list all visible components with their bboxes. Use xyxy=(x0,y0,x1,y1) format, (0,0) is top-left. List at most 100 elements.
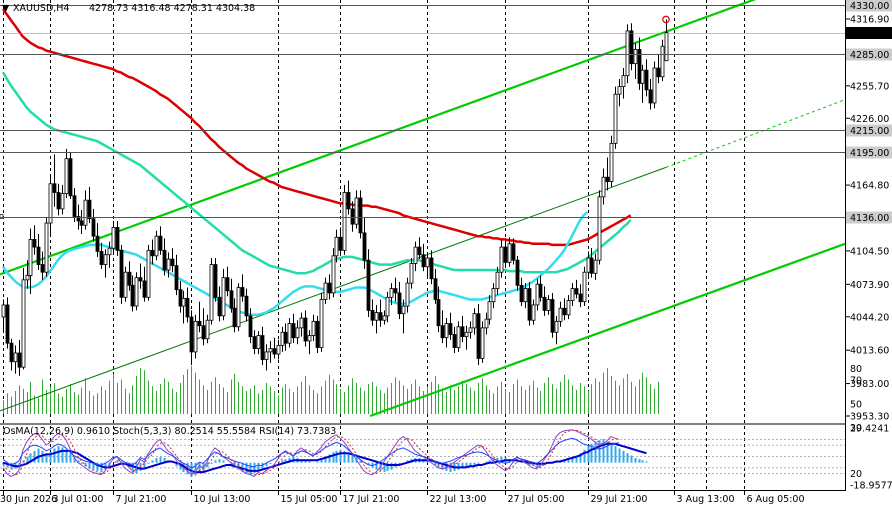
candle-body xyxy=(593,259,598,274)
candle-body xyxy=(115,227,120,251)
candle xyxy=(593,253,598,280)
candle-body xyxy=(193,320,198,353)
candle xyxy=(158,226,163,255)
time-tick-label: 7 Jul 21:00 xyxy=(116,494,167,505)
candle xyxy=(574,279,579,299)
candle-body xyxy=(436,299,441,327)
candle xyxy=(397,282,402,320)
candle xyxy=(589,248,594,278)
candle-body xyxy=(417,246,422,256)
candle xyxy=(138,263,143,289)
candle-body xyxy=(178,289,183,307)
candle xyxy=(197,301,202,333)
candle-body xyxy=(582,271,587,303)
level-label-bg xyxy=(846,124,892,137)
candle-body xyxy=(440,325,445,339)
oscillator-tick-label: 50 xyxy=(850,399,862,410)
candle-body xyxy=(397,292,402,315)
candle xyxy=(456,321,461,352)
price-tick-label: 4226.00 xyxy=(850,114,889,125)
moving-averages xyxy=(1,8,632,317)
candle xyxy=(382,310,387,325)
high-marker xyxy=(662,15,670,24)
candle-body xyxy=(484,318,489,329)
candle xyxy=(535,278,540,311)
candle-body xyxy=(134,277,139,307)
level-label: 4136.00 xyxy=(846,211,892,224)
candle-body xyxy=(472,313,477,329)
candle-body xyxy=(291,323,296,339)
candle-body xyxy=(542,296,547,311)
candle-body xyxy=(307,335,312,342)
candle xyxy=(142,266,147,302)
candle xyxy=(480,321,485,363)
candle xyxy=(260,326,265,366)
time-tick-label: 29 Jul 21:00 xyxy=(591,494,648,505)
level-label-bg xyxy=(846,211,892,224)
candle xyxy=(405,277,410,313)
candle-body xyxy=(350,208,355,225)
candle xyxy=(68,152,73,200)
candle-body xyxy=(9,342,14,363)
candle xyxy=(189,310,194,366)
symbol-label: XAUUSD,H4 xyxy=(13,3,69,14)
candle-body xyxy=(162,249,167,271)
candle-body xyxy=(405,282,410,307)
candle-body xyxy=(574,288,579,295)
candle-body xyxy=(425,257,430,268)
ma-slow-line xyxy=(1,8,632,247)
time-tick-label: 6 Aug 05:00 xyxy=(747,494,805,505)
candle-body xyxy=(421,254,426,268)
candle-body xyxy=(181,298,186,307)
candle xyxy=(656,53,661,84)
candle xyxy=(378,299,383,327)
candle-body xyxy=(130,284,135,307)
candle-body xyxy=(334,236,339,257)
candle-body xyxy=(221,277,226,317)
oscillator-tick-label: 80 xyxy=(850,364,862,375)
candle-body xyxy=(48,183,53,224)
candle-body xyxy=(499,246,504,273)
candle-body xyxy=(272,348,277,355)
candle xyxy=(334,229,339,263)
candle xyxy=(130,275,135,312)
candle-body xyxy=(554,320,559,333)
candle xyxy=(72,188,77,222)
candle-body xyxy=(382,315,387,321)
candle xyxy=(558,301,563,327)
candle xyxy=(401,299,406,334)
candle xyxy=(527,282,532,326)
candle xyxy=(264,344,269,371)
candle xyxy=(146,244,151,301)
candle xyxy=(617,78,622,107)
candle xyxy=(476,303,481,366)
candle xyxy=(28,228,33,295)
osma-signal-line xyxy=(2,442,647,474)
candle-body xyxy=(609,142,614,182)
candle xyxy=(193,314,198,359)
candle-body xyxy=(154,235,159,257)
time-tick-label: 22 Jul 13:00 xyxy=(430,494,487,505)
candle-body xyxy=(358,197,363,234)
level-label-bg xyxy=(846,146,892,159)
candle xyxy=(413,241,418,272)
candle xyxy=(303,310,308,347)
level-label-bg xyxy=(846,48,892,61)
candle-body xyxy=(491,288,496,303)
candle-body xyxy=(558,307,563,322)
level-label-text: 4136.00 xyxy=(850,213,889,224)
oscillator-tick-label: 29.4241 xyxy=(850,424,889,435)
candle xyxy=(36,233,41,271)
rsi-line xyxy=(2,437,619,469)
level-label-text: 4330.00 xyxy=(850,1,889,12)
candle xyxy=(48,176,53,234)
candle xyxy=(178,280,183,313)
candle-body xyxy=(107,247,112,256)
candle xyxy=(519,277,524,307)
candle-body xyxy=(268,348,273,353)
candle xyxy=(582,266,587,307)
candle xyxy=(225,266,230,297)
candle-body xyxy=(146,249,151,298)
